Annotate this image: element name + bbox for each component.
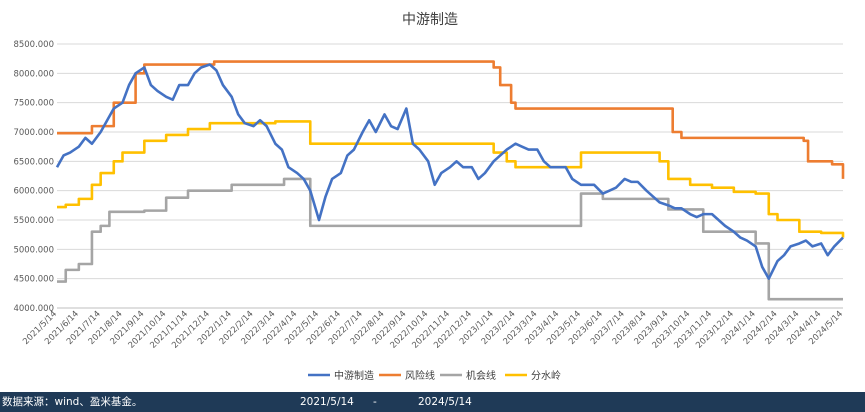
series-line-0 xyxy=(55,63,844,280)
source-note: 数据来源：wind、盈米基金。 xyxy=(2,396,143,408)
gridlines xyxy=(57,43,843,309)
series-line-3 xyxy=(57,120,845,238)
y-tick-label: 5000.000 xyxy=(13,245,54,255)
series-line-1 xyxy=(57,60,845,179)
line-chart: 中游制造 8500.000 8000.000 7500.000 7000.000 650… xyxy=(13,12,845,382)
legend-label: 分水岭 xyxy=(531,369,561,382)
y-tick-label: 8500.000 xyxy=(13,40,54,50)
y-tick-label: 7000.000 xyxy=(13,128,54,138)
legend: 中游制造 风险线 机会线 分水岭 xyxy=(308,369,561,382)
x-axis-ticks: 2021/5/142021/6/142021/7/142021/8/142021… xyxy=(21,309,845,351)
y-tick-label: 7500.000 xyxy=(13,99,54,109)
y-tick-label: 5500.000 xyxy=(13,216,54,226)
legend-label: 风险线 xyxy=(405,369,435,382)
y-tick-label: 6500.000 xyxy=(13,157,54,167)
start-date: 2021/5/14 xyxy=(300,396,354,408)
legend-label: 中游制造 xyxy=(334,369,374,382)
y-tick-label: 6000.000 xyxy=(13,187,54,197)
end-date: 2024/5/14 xyxy=(418,396,472,408)
legend-label: 机会线 xyxy=(466,369,496,382)
y-axis-ticks: 8500.000 8000.000 7500.000 7000.000 6500.000… xyxy=(13,40,54,314)
y-tick-label: 4500.000 xyxy=(13,275,54,285)
date-dash: - xyxy=(373,396,377,408)
series-line-2 xyxy=(57,177,843,301)
source-footer: 数据来源：wind、盈米基金。 2021/5/14 - 2024/5/14 xyxy=(0,392,865,412)
y-tick-label: 4000.000 xyxy=(13,304,54,314)
y-tick-label: 8000.000 xyxy=(13,69,54,79)
series-lines xyxy=(55,60,845,301)
chart-title: 中游制造 xyxy=(402,12,458,28)
